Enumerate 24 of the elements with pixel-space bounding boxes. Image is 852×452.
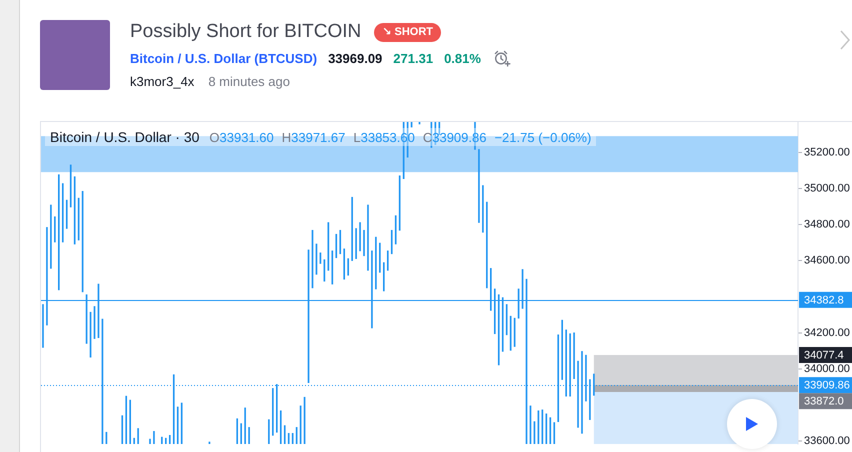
band-label: 34077.4 bbox=[804, 349, 844, 362]
y-tick-label: 35200.00 bbox=[804, 146, 850, 158]
band-label: 33872.0 bbox=[804, 396, 844, 408]
chart-subtitle: Bitcoin / U.S. Dollar (BTCUSD) bbox=[130, 50, 318, 66]
text: ↘ SHORT bbox=[374, 22, 442, 42]
y-tick-label: 35000.00 bbox=[804, 182, 850, 194]
text: 33969.09 bbox=[328, 50, 382, 66]
annotation: H33971.67 bbox=[282, 130, 346, 144]
ref-line-label: 34382.8 bbox=[804, 294, 844, 306]
annotation: Bitcoin / U.S. Dollar · 30 bbox=[50, 129, 200, 145]
text: k3mor3_4x bbox=[130, 74, 194, 88]
text: 271.31 bbox=[393, 50, 434, 66]
y-tick-label: 34200.00 bbox=[804, 326, 850, 339]
y-tick-label: 34800.00 bbox=[804, 218, 850, 231]
y-tick-label: 34000.00 bbox=[804, 362, 850, 375]
annotation: L33853.60 bbox=[353, 130, 415, 144]
text: 8 minutes ago bbox=[208, 74, 290, 88]
text: 0.81% bbox=[444, 50, 481, 66]
y-tick-label: 34600.00 bbox=[804, 254, 850, 267]
y-tick-label: 33600.00 bbox=[804, 435, 850, 448]
annotation: −21.75 (−0.06%) bbox=[494, 130, 592, 144]
chart-title: Possibly Short for BITCOIN bbox=[130, 20, 362, 44]
ref-line-label: 33909.86 bbox=[804, 380, 850, 392]
annotation: O33931.60 bbox=[209, 130, 274, 144]
